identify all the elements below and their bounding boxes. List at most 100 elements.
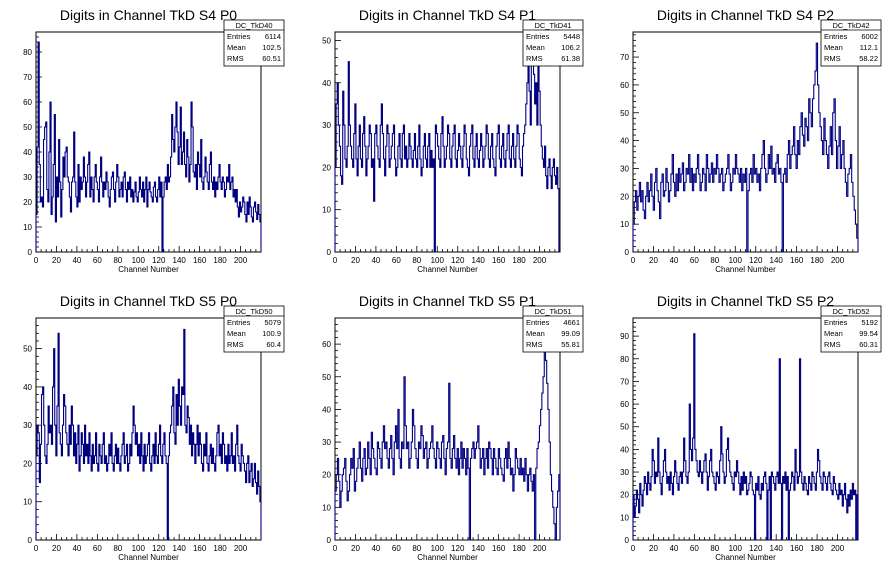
x-tick-label: 100 [132,256,146,265]
y-tick-label: 40 [322,79,331,88]
y-tick-label: 20 [322,163,331,172]
stats-label: Entries [227,32,251,41]
stats-value-entries: 5079 [264,318,281,327]
x-tick-label: 80 [710,256,719,265]
stats-box-frame [223,305,285,353]
stats-box: DC_TkD42 Entries 6002 Mean 112.1 RMS 58.22 [820,19,882,67]
x-tick-label: 200 [831,256,845,265]
x-tick-label: 200 [831,544,845,553]
x-tick-label: 80 [113,544,122,553]
stats-value-mean: 112.1 [860,43,878,52]
x-axis-title: Channel Number [715,553,776,562]
histogram-series [35,41,262,253]
histogram-series [632,42,859,253]
x-tick-label: 160 [193,256,207,265]
x-tick-label: 40 [669,544,678,553]
stats-box-frame [522,305,584,353]
panel-title: Digits in Channel TkD S5 P0 [60,293,237,309]
y-tick-label: 20 [23,198,32,207]
y-tick-label: 10 [23,223,32,232]
y-tick-label: 0 [28,536,33,545]
stats-value-mean: 99.09 [561,329,580,338]
stats-box-frame [820,305,882,353]
x-tick-label: 100 [132,544,146,553]
x-tick-label: 140 [770,256,784,265]
x-tick-label: 20 [52,544,61,553]
x-tick-label: 120 [152,256,166,265]
stats-label: Mean [526,329,545,338]
y-tick-label: 60 [23,98,32,107]
y-tick-label: 80 [23,48,32,57]
x-axis-title: Channel Number [417,265,478,274]
stats-label: RMS [526,54,543,63]
x-tick-label: 160 [790,256,804,265]
stats-value-entries: 6002 [861,32,878,41]
y-tick-label: 60 [620,400,629,409]
y-tick-label: 20 [620,192,629,201]
x-axis-title: Channel Number [118,265,179,274]
y-tick-label: 40 [23,383,32,392]
stats-value-mean: 99.54 [859,329,878,338]
y-tick-label: 30 [23,173,32,182]
x-tick-label: 140 [173,256,187,265]
stats-label: Entries [227,318,251,327]
x-tick-label: 120 [451,544,465,553]
stats-label: RMS [526,340,543,349]
stats-value-entries: 4661 [563,318,580,327]
y-tick-label: 10 [620,513,629,522]
y-tick-label: 0 [327,248,332,257]
y-tick-label: 0 [625,536,630,545]
y-tick-label: 60 [620,81,629,90]
y-tick-label: 40 [620,137,629,146]
x-tick-label: 100 [729,544,743,553]
y-tick-label: 80 [620,355,629,364]
stats-name: DC_TkD52 [832,307,869,316]
x-tick-label: 180 [810,544,824,553]
stats-label: Entries [824,318,848,327]
y-tick-label: 90 [620,332,629,341]
x-tick-label: 140 [472,256,486,265]
x-tick-label: 60 [392,256,401,265]
y-tick-label: 0 [327,536,332,545]
x-tick-label: 160 [492,256,506,265]
panel-title: Digits in Channel TkD S4 P1 [359,7,536,23]
y-tick-label: 50 [620,109,629,118]
x-tick-label: 120 [152,544,166,553]
x-tick-label: 0 [333,256,338,265]
x-tick-label: 100 [729,256,743,265]
x-tick-label: 0 [631,256,636,265]
stats-name: DC_TkD41 [534,21,571,30]
x-tick-label: 200 [234,256,248,265]
x-tick-label: 20 [52,256,61,265]
x-tick-label: 80 [412,544,421,553]
x-tick-label: 180 [512,256,526,265]
x-tick-label: 20 [351,544,360,553]
x-tick-label: 140 [472,544,486,553]
stats-value-rms: 60.4 [266,340,281,349]
histogram-panel: Digits in Channel TkD S5 P20 20 40 60 80 100 1… [620,293,882,562]
x-tick-label: 120 [451,256,465,265]
y-tick-label: 0 [625,248,630,257]
stats-label: Entries [526,318,550,327]
y-tick-label: 30 [322,121,331,130]
x-axis-title: Channel Number [118,553,179,562]
stats-label: Mean [824,329,843,338]
y-tick-label: 60 [322,340,331,349]
stats-value-entries: 5192 [861,318,878,327]
x-tick-label: 0 [631,544,636,553]
x-tick-label: 40 [72,544,81,553]
stats-label: Mean [526,43,545,52]
x-tick-label: 80 [710,544,719,553]
stats-name: DC_TkD40 [235,21,272,30]
x-tick-label: 180 [213,256,227,265]
x-tick-label: 200 [234,544,248,553]
y-tick-label: 30 [620,164,629,173]
stats-box: DC_TkD51 Entries 4661 Mean 99.09 RMS 55.81 [522,305,584,353]
y-tick-label: 70 [23,73,32,82]
x-tick-label: 60 [690,256,699,265]
x-tick-label: 120 [749,544,763,553]
x-tick-label: 0 [333,544,338,553]
stats-label: Mean [227,329,246,338]
y-tick-label: 30 [620,468,629,477]
